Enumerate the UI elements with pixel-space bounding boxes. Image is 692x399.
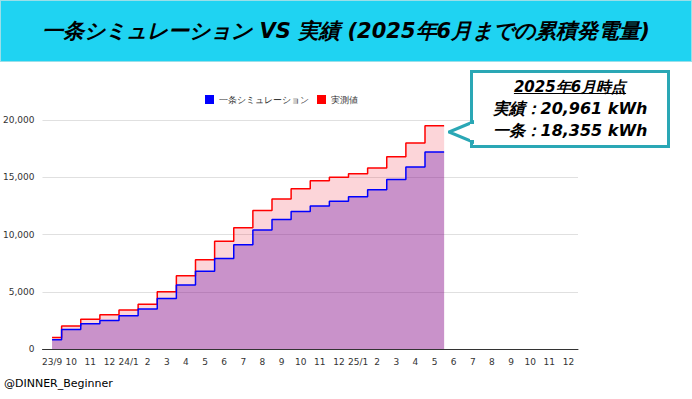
svg-text:4: 4	[183, 357, 189, 367]
svg-text:9: 9	[508, 357, 514, 367]
svg-text:6: 6	[221, 357, 227, 367]
svg-text:11: 11	[314, 357, 325, 367]
svg-text:10: 10	[524, 357, 536, 367]
html-text:実績：20,961 kWh: 実績：20,961 kWh	[492, 99, 648, 118]
svg-text:6: 6	[451, 357, 457, 367]
svg-text:2: 2	[374, 357, 380, 367]
svg-text:25/1: 25/1	[348, 357, 368, 367]
svg-text:実測値: 実測値	[331, 95, 358, 105]
html-text:一条シミュレーション VS 実績 (2025年6月までの累積: 一条シミュレーション VS 実績 (2025年6月までの累積発電量)	[42, 19, 650, 43]
svg-text:8: 8	[260, 357, 266, 367]
svg-text:2: 2	[145, 357, 151, 367]
svg-text:23/9: 23/9	[42, 357, 62, 367]
svg-text:20,000: 20,000	[3, 115, 35, 125]
svg-text:5: 5	[202, 357, 208, 367]
svg-text:12: 12	[333, 357, 344, 367]
svg-text:10: 10	[295, 357, 307, 367]
svg-text:9: 9	[279, 357, 285, 367]
svg-text:5,000: 5,000	[9, 287, 35, 297]
svg-text:4: 4	[413, 357, 419, 367]
svg-text:12: 12	[104, 357, 115, 367]
svg-text:8: 8	[489, 357, 495, 367]
svg-text:11: 11	[544, 357, 555, 367]
svg-text:0: 0	[29, 344, 35, 354]
svg-text:24/1: 24/1	[118, 357, 138, 367]
svg-text:7: 7	[240, 357, 246, 367]
svg-text:一条シミュレーション: 一条シミュレーション	[219, 95, 309, 105]
html-text:2025年6月時点: 2025年6月時点	[513, 78, 627, 96]
svg-text:10: 10	[65, 357, 77, 367]
svg-text:7: 7	[470, 357, 476, 367]
svg-text:5: 5	[432, 357, 438, 367]
html-text:一条：18,355 kWh: 一条：18,355 kWh	[492, 121, 648, 140]
svg-text:15,000: 15,000	[3, 172, 35, 182]
svg-text:10,000: 10,000	[3, 230, 35, 240]
svg-text:3: 3	[393, 357, 399, 367]
svg-text:12: 12	[563, 357, 574, 367]
html-text:@DINNER_Beginner: @DINNER_Beginner	[4, 377, 113, 390]
svg-text:3: 3	[164, 357, 170, 367]
svg-text:11: 11	[85, 357, 96, 367]
